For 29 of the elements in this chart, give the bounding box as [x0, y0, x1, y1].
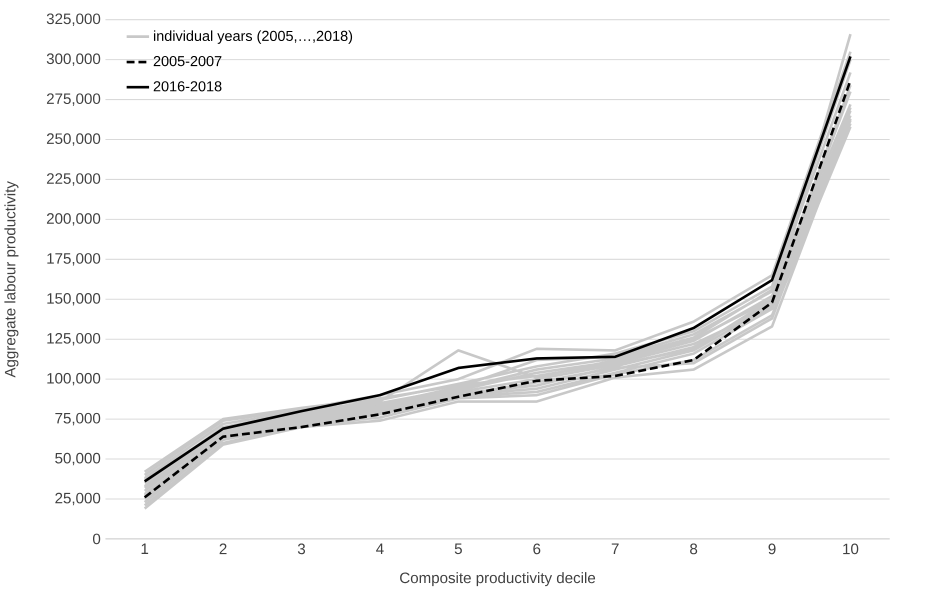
x-tick-label: 4 [376, 544, 384, 554]
y-tick-label: 125,000 [47, 333, 100, 346]
y-tick-label: 275,000 [46, 93, 100, 106]
y-tick-label: 300,000 [46, 53, 100, 66]
y-axis-title: Aggregate labour productivity [4, 181, 18, 378]
y-tick-label: 75,000 [55, 412, 100, 426]
y-tick-label: 50,000 [55, 452, 100, 466]
legend-label: 2005-2007 [154, 56, 222, 66]
y-tick-label: 0 [92, 534, 100, 544]
legend-label: 2016-2018 [154, 81, 222, 92]
x-tick-label: 2 [220, 544, 227, 554]
legend-label: individual years (2005,…,2018) [154, 30, 352, 44]
x-tick-label: 1 [142, 544, 148, 554]
x-tick-label: 7 [612, 544, 619, 554]
x-tick-label: 8 [690, 544, 698, 554]
y-tick-label: 150,000 [47, 293, 100, 306]
y-tick-label: 175,000 [47, 253, 100, 266]
y-tick-label: 25,000 [55, 492, 100, 506]
y-tick-label: 200,000 [46, 213, 100, 226]
y-tick-label: 100,000 [47, 372, 100, 386]
x-tick-label: 9 [768, 544, 776, 554]
x-tick-label: 3 [298, 544, 306, 554]
x-tick-label: 6 [533, 544, 540, 554]
x-axis-title: Composite productivity decile [400, 572, 596, 586]
x-tick-label: 5 [454, 544, 462, 554]
y-tick-label: 250,000 [46, 133, 100, 146]
x-tick-label: 10 [843, 544, 858, 554]
y-tick-label: 325,000 [46, 14, 100, 26]
y-tick-label: 225,000 [46, 173, 100, 186]
